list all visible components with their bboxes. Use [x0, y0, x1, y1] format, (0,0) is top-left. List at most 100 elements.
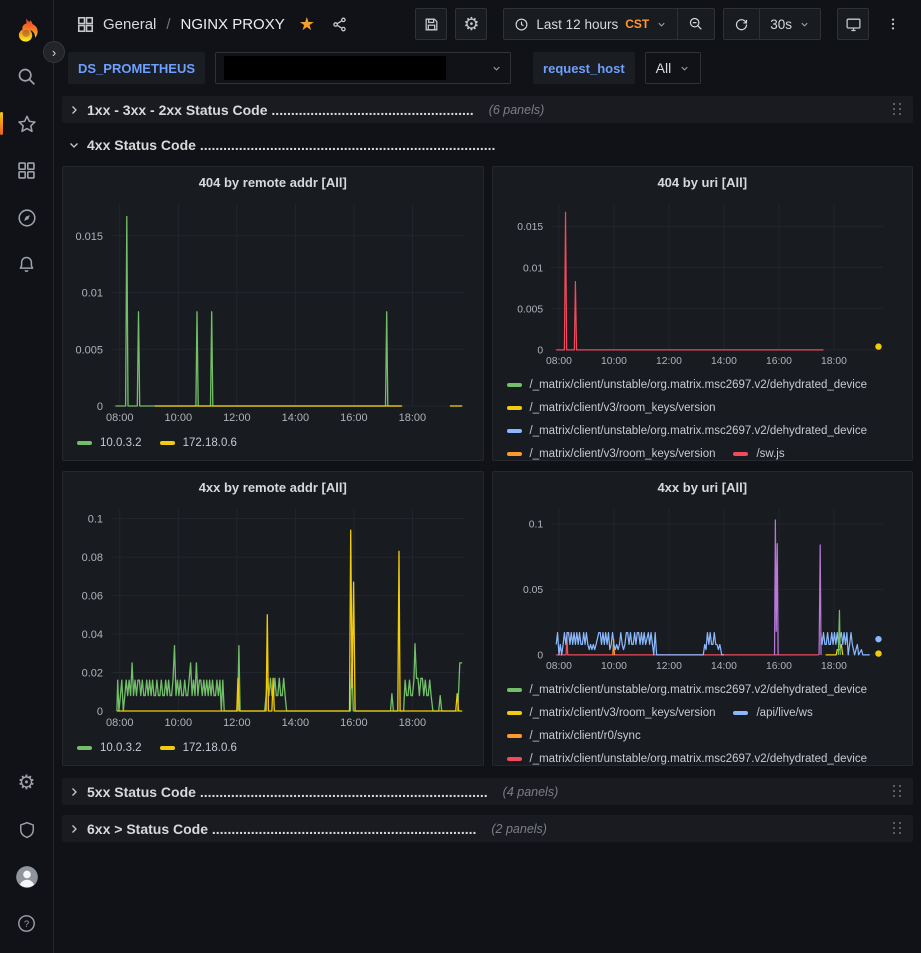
row-title: 6xx > Status Code ......................… — [87, 820, 477, 837]
panel-title[interactable]: 4xx by uri [All] — [657, 480, 748, 495]
variables-bar: DS_PROMETHEUS request_host All — [54, 48, 921, 88]
legend-item[interactable]: /api/live/ws — [733, 707, 813, 720]
sidebar-item-configuration[interactable]: ⚙ — [0, 759, 53, 806]
svg-text:0.015: 0.015 — [75, 231, 103, 243]
sidebar: ⚙ ? — [0, 0, 54, 953]
row-drag-handle[interactable] — [893, 785, 903, 798]
share-icon[interactable] — [331, 16, 348, 33]
legend-item[interactable]: /_matrix/client/unstable/org.matrix.msc2… — [506, 425, 867, 437]
more-options-button[interactable] — [877, 8, 909, 40]
panel-title[interactable]: 4xx by remote addr [All] — [198, 480, 347, 495]
legend-row: /_matrix/client/v3/room_keys/version — [506, 397, 913, 420]
timeseries-chart[interactable]: 0 0.005 0.01 0.015 08:00 10:00 12:00 14:00 16:00… — [67, 192, 477, 428]
sidebar-expand-button[interactable]: › — [43, 41, 65, 63]
datasource-select[interactable] — [215, 52, 512, 84]
legend-row: 10.0.3.2 172.18.0.6 — [77, 431, 483, 454]
row-5xx[interactable]: 5xx Status Code ........................… — [62, 778, 913, 805]
svg-text:14:00: 14:00 — [282, 717, 310, 729]
svg-text:08:00: 08:00 — [106, 412, 134, 424]
chart-legend: /_matrix/client/unstable/org.matrix.msc2… — [493, 371, 913, 460]
chevron-down-icon — [679, 63, 690, 74]
svg-text:12:00: 12:00 — [223, 717, 251, 729]
variable-label-request-host[interactable]: request_host — [533, 52, 635, 84]
svg-text:10:00: 10:00 — [165, 412, 193, 424]
panel-4xx-by-uri: 4xx by uri [All] 0 0.05 0.1 08:00 10:00 12:00… — [491, 471, 913, 766]
row-6xx[interactable]: 6xx > Status Code ......................… — [62, 815, 913, 842]
sidebar-item-explore[interactable] — [0, 194, 53, 241]
legend-item[interactable]: 172.18.0.6 — [159, 742, 237, 754]
legend-item[interactable]: /_matrix/client/unstable/org.matrix.msc2… — [506, 379, 868, 392]
series-label: 10.0.3.2 — [100, 436, 142, 449]
angle-down-icon — [68, 139, 80, 151]
sidebar-item-alerting[interactable] — [0, 241, 53, 288]
cycle-view-mode-button[interactable] — [837, 8, 869, 40]
gear-icon: ⚙ — [17, 771, 36, 794]
row-panel-count: (4 panels) — [502, 784, 559, 799]
sidebar-item-server-admin[interactable] — [0, 806, 53, 853]
legend-row: /_matrix/client/v3/room_keys/version/sw.… — [506, 443, 913, 460]
svg-text:10:00: 10:00 — [601, 356, 627, 367]
legend-item[interactable]: /_matrix/client/v3/room_keys/version — [506, 448, 715, 460]
chevron-down-icon — [491, 63, 502, 74]
svg-text:0.01: 0.01 — [523, 263, 543, 274]
legend-item[interactable]: /_matrix/client/unstable/org.matrix.msc2… — [506, 753, 867, 765]
sidebar-item-dashboards[interactable] — [0, 147, 53, 194]
series-swatch — [506, 711, 522, 716]
panel-title[interactable]: 404 by uri [All] — [657, 175, 748, 190]
timeseries-chart[interactable]: 0 0.005 0.01 0.015 08:00 10:00 12:00 14:00 16:00… — [497, 192, 907, 371]
timeseries-chart[interactable]: 0 0.05 0.1 08:00 10:00 12:00 14:00 16:00 18:00 — [497, 497, 907, 676]
series-swatch — [506, 734, 522, 739]
series-label: /_matrix/client/unstable/org.matrix.msc2… — [529, 379, 868, 392]
timeseries-chart[interactable]: 0 0.02 0.04 0.06 0.08 0.1 08:00 10:00 12:00 14:00… — [67, 497, 477, 733]
request-host-select[interactable]: All — [644, 52, 702, 84]
breadcrumb-folder[interactable]: General — [103, 15, 157, 33]
refresh-button[interactable] — [724, 9, 759, 39]
request-host-value: All — [655, 60, 672, 76]
panel-title[interactable]: 404 by remote addr [All] — [198, 175, 347, 190]
legend-item[interactable]: /_matrix/client/v3/room_keys/version — [506, 707, 715, 719]
series-swatch — [733, 452, 749, 457]
grafana-logo[interactable] — [0, 6, 53, 53]
legend-item[interactable]: /_matrix/client/unstable/org.matrix.msc2… — [506, 684, 867, 696]
row-drag-handle[interactable] — [893, 822, 903, 835]
legend-item[interactable]: /sw.js — [733, 448, 785, 460]
dashboard-topbar: General / NGINX PROXY ★ ⚙ — [54, 0, 921, 48]
svg-text:16:00: 16:00 — [766, 356, 792, 367]
star-filled-icon[interactable]: ★ — [298, 14, 315, 34]
row-1xx-3xx-2xx[interactable]: 1xx - 3xx - 2xx Status Code ............… — [62, 96, 913, 123]
compass-icon — [17, 208, 36, 227]
series-swatch — [506, 688, 522, 693]
legend-item[interactable]: 10.0.3.2 — [77, 742, 142, 754]
save-dashboard-button[interactable] — [415, 8, 448, 40]
dashboard-title[interactable]: NGINX PROXY — [180, 15, 285, 33]
svg-text:14:00: 14:00 — [711, 661, 737, 672]
legend-item[interactable]: /_matrix/client/r0/sync — [506, 730, 641, 742]
svg-text:10:00: 10:00 — [601, 661, 627, 672]
svg-text:?: ? — [24, 919, 29, 930]
legend-item[interactable]: /_matrix/client/v3/room_keys/version — [506, 402, 715, 414]
angle-right-icon — [68, 786, 80, 798]
sidebar-item-profile[interactable] — [0, 853, 53, 900]
svg-text:0.02: 0.02 — [82, 668, 103, 680]
series-label: /api/live/ws — [756, 707, 813, 720]
sidebar-item-search[interactable] — [0, 53, 53, 100]
angle-right-icon — [68, 823, 80, 835]
timezone-label: CST — [625, 17, 650, 31]
svg-text:0.005: 0.005 — [75, 344, 103, 356]
shield-icon — [19, 821, 34, 838]
refresh-interval-picker[interactable]: 30s — [759, 9, 820, 39]
dashboard-settings-button[interactable]: ⚙ — [455, 8, 488, 40]
legend-item[interactable]: 172.18.0.6 — [159, 437, 237, 449]
sidebar-item-help[interactable]: ? — [0, 900, 53, 947]
variable-label-ds-prometheus[interactable]: DS_PROMETHEUS — [68, 52, 206, 84]
sidebar-item-starred[interactable] — [0, 100, 53, 147]
row-4xx[interactable]: 4xx Status Code ........................… — [62, 131, 913, 158]
row-drag-handle[interactable] — [893, 103, 903, 116]
zoom-out-time-button[interactable] — [677, 9, 714, 39]
series-swatch — [77, 745, 92, 750]
legend-item[interactable]: 10.0.3.2 — [77, 437, 142, 449]
svg-text:0.08: 0.08 — [82, 552, 103, 564]
svg-text:16:00: 16:00 — [340, 717, 368, 729]
time-range-picker[interactable]: Last 12 hours CST — [504, 9, 677, 39]
main-area: General / NGINX PROXY ★ ⚙ — [54, 0, 921, 953]
